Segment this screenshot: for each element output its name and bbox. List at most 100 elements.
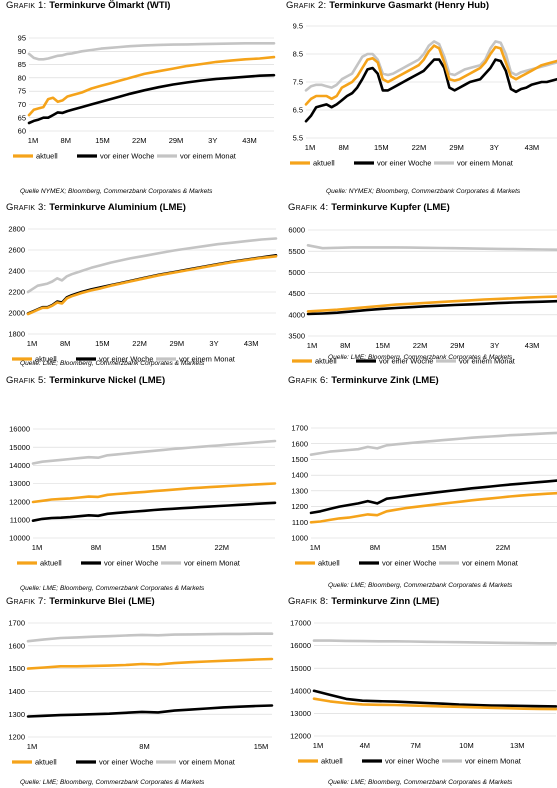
y-tick-label: 1000 — [291, 534, 308, 543]
x-tick-label: 1M — [28, 136, 38, 145]
legend-label-vor-einer-woche: vor einer Woche — [99, 758, 153, 767]
chart-title-text: Terminkurve Zink (LME) — [331, 375, 439, 386]
legend-label-vor-einer-woche: vor einer Woche — [104, 559, 158, 568]
chart-panel-8: Grafik 8: Terminkurve Zinn (LME) Quelle: … — [288, 596, 557, 788]
legend-label-aktuell: aktuell — [313, 159, 335, 168]
series-line-vor-einer-woche — [309, 479, 557, 515]
x-tick-label: 1M — [27, 742, 37, 751]
chart-svg: 1800 2000 2200 2400 2600 2800 1M 8M 15M 22M 29M 3Y 4… — [8, 225, 278, 364]
series-line-aktuell — [27, 55, 276, 117]
y-tick-label: 2200 — [8, 288, 25, 297]
x-tick-label: 29M — [450, 341, 465, 350]
legend-label-aktuell: aktuell — [318, 559, 340, 568]
x-tick-label: 29M — [170, 339, 185, 348]
x-tick-label: 3Y — [208, 136, 217, 145]
x-tick-label: 22M — [412, 143, 427, 152]
x-tick-label: 15M — [95, 339, 110, 348]
legend-label-vor-einem-monat: vor einem Monat — [179, 355, 236, 364]
y-tick-label: 13000 — [9, 479, 30, 488]
legend-label-aktuell: aktuell — [321, 757, 343, 766]
x-tick-label: 1M — [305, 143, 315, 152]
x-tick-label: 10M — [459, 741, 474, 750]
y-tick-label: 8.5 — [293, 50, 303, 59]
legend-label-vor-einem-monat: vor einem Monat — [180, 152, 237, 161]
y-tick-label: 5.5 — [293, 134, 303, 143]
y-tick-label: 14000 — [290, 686, 311, 695]
y-tick-label: 9.5 — [293, 22, 303, 31]
y-tick-label: 65 — [18, 113, 26, 122]
chart-panel-3: Grafik 3: Terminkurve Aluminium (LME) Que… — [6, 202, 278, 367]
x-tick-label: 43M — [525, 143, 540, 152]
series-line-vor-einem-monat — [304, 40, 557, 92]
legend-label-vor-einer-woche: vor einer Woche — [100, 152, 154, 161]
series-line-aktuell — [306, 295, 557, 313]
legend-label-vor-einem-monat: vor einem Monat — [184, 559, 241, 568]
x-tick-label: 15M — [374, 143, 389, 152]
y-tick-label: 85 — [18, 60, 26, 69]
x-tick-label: 1M — [310, 543, 320, 552]
y-tick-label: 1300 — [291, 486, 308, 495]
y-tick-label: 13000 — [290, 709, 311, 718]
legend-label-vor-einem-monat: vor einem Monat — [179, 758, 236, 767]
y-tick-label: 4500 — [288, 289, 305, 298]
legend-label-vor-einer-woche: vor einer Woche — [385, 757, 439, 766]
x-tick-label: 8M — [139, 742, 149, 751]
y-tick-label: 95 — [18, 34, 26, 43]
figure-number: Grafik 2: — [286, 0, 330, 11]
chart-title: Grafik 7: Terminkurve Blei (LME) — [6, 596, 155, 607]
x-tick-label: 22M — [214, 543, 229, 552]
chart-title-text: Terminkurve Kupfer (LME) — [331, 202, 450, 213]
y-tick-label: 2000 — [8, 309, 25, 318]
y-tick-label: 5500 — [288, 247, 305, 256]
chart-source: Quelle: LME; Bloomberg, Commerzbank Corp… — [328, 779, 513, 786]
x-tick-label: 3Y — [490, 341, 499, 350]
y-tick-label: 15000 — [9, 443, 30, 452]
figure-number: Grafik 4: — [288, 202, 332, 213]
y-tick-label: 1200 — [291, 502, 308, 511]
figure-number: Grafik 1: — [6, 0, 50, 11]
y-tick-label: 2800 — [8, 225, 25, 234]
y-tick-label: 6.5 — [293, 106, 303, 115]
chart-title-text: Terminkurve Zinn (LME) — [331, 596, 440, 607]
chart-title-text: Terminkurve Aluminium (LME) — [49, 202, 186, 213]
series-line-vor-einem-monat — [27, 41, 276, 61]
chart-panel-4: Grafik 4: Terminkurve Kupfer (LME) Quelle… — [288, 202, 557, 366]
series-line-aktuell — [309, 491, 557, 524]
legend-label-vor-einer-woche: vor einer Woche — [379, 357, 433, 366]
y-tick-label: 7.5 — [293, 78, 303, 87]
x-tick-label: 22M — [496, 543, 511, 552]
y-tick-label: 14000 — [9, 461, 30, 470]
chart-source: Quelle: LME; Bloomberg, Commerzbank Corp… — [20, 585, 205, 592]
series-line-vor-einer-woche — [26, 253, 278, 315]
chart-svg: 60 65 70 75 80 85 90 95 1M 8M 15M 22M 29M 3Y 43M aktuel… — [13, 34, 276, 161]
y-tick-label: 1500 — [291, 455, 308, 464]
series-line-aktuell — [312, 697, 557, 711]
chart-panel-7: Grafik 7: Terminkurve Blei (LME) Quelle: … — [6, 596, 276, 788]
y-tick-label: 1500 — [8, 664, 25, 673]
x-tick-label: 3Y — [490, 143, 499, 152]
x-tick-label: 15M — [152, 543, 167, 552]
x-tick-label: 8M — [340, 341, 350, 350]
chart-svg: 10000 11000 12000 13000 14000 15000 16000 1M 8M 1… — [9, 425, 277, 568]
y-tick-label: 1700 — [291, 424, 308, 433]
chart-source: Quelle: LME; Bloomberg, Commerzbank Corp… — [20, 779, 205, 786]
legend-label-vor-einem-monat: vor einem Monat — [459, 357, 516, 366]
y-tick-label: 1800 — [8, 330, 25, 339]
chart-title: Grafik 1: Terminkurve Ölmarkt (WTI) — [6, 0, 170, 11]
x-tick-label: 15M — [432, 543, 447, 552]
y-tick-label: 90 — [18, 47, 26, 56]
y-tick-label: 3500 — [288, 332, 305, 341]
y-tick-label: 16000 — [9, 425, 30, 434]
y-tick-label: 1600 — [8, 641, 25, 650]
series-line-vor-einem-monat — [26, 237, 278, 294]
legend-label-aktuell: aktuell — [36, 152, 58, 161]
legend-label-vor-einem-monat: vor einem Monat — [465, 757, 522, 766]
series-line-vor-einer-woche — [306, 299, 557, 316]
legend-label-aktuell: aktuell — [35, 758, 57, 767]
y-tick-label: 4000 — [288, 310, 305, 319]
x-tick-label: 22M — [132, 339, 147, 348]
x-tick-label: 43M — [244, 339, 259, 348]
chart-svg: 12000 13000 14000 15000 16000 17000 1M 4M 7M 10M 1… — [290, 619, 557, 766]
chart-source: Quelle: LME; Bloomberg, Commerzbank Corp… — [328, 582, 513, 589]
chart-svg: 5.5 6.5 7.5 8.5 9.5 1M 8M 15M 22M 29M 3Y 43M aktuell… — [290, 22, 557, 168]
